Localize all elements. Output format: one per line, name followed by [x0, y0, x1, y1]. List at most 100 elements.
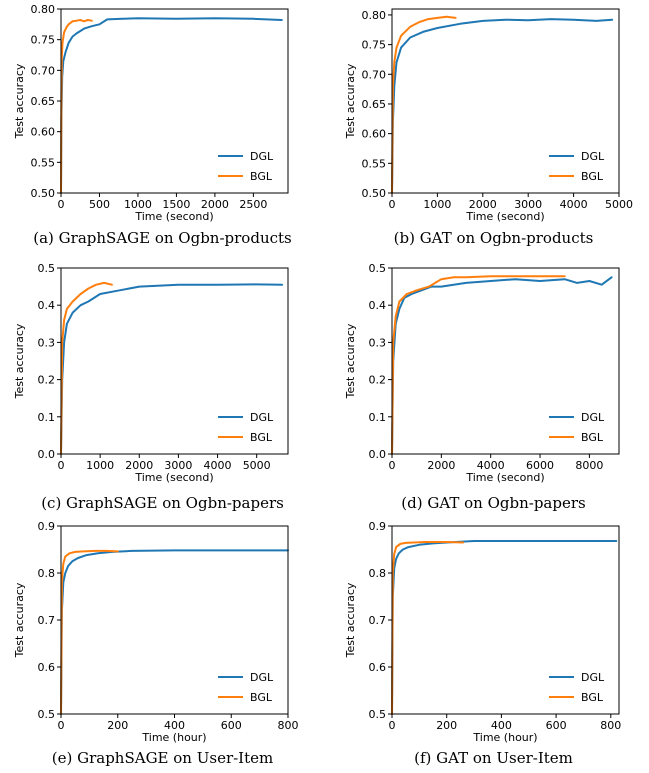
- legend-label-dgl: DGL: [250, 150, 274, 163]
- x-tick-label: 800: [600, 719, 621, 732]
- legend-label-dgl: DGL: [581, 150, 605, 163]
- legend-label-bgl: BGL: [250, 431, 273, 444]
- x-tick-label: 4000: [477, 459, 505, 472]
- x-tick-label: 2000: [201, 198, 229, 211]
- plot-frame: [391, 267, 620, 455]
- legend: DGL BGL: [218, 671, 274, 704]
- y-tick-label: 0.7: [38, 614, 56, 627]
- series-line-bgl: [391, 541, 465, 715]
- subfigure-caption: (e) GraphSAGE on User-Item: [52, 749, 273, 767]
- x-axis-label: Time (second): [465, 471, 544, 484]
- y-tick-label: 0.75: [31, 34, 56, 47]
- x-tick-label: 200: [436, 719, 457, 732]
- legend: DGL BGL: [218, 411, 274, 444]
- series-line-dgl: [391, 540, 618, 715]
- x-tick-label: 4000: [560, 198, 588, 211]
- legend-label-bgl: BGL: [581, 691, 604, 704]
- x-tick-label: 1000: [423, 198, 451, 211]
- y-tick-label: 0.5: [38, 262, 56, 275]
- y-tick-label: 0.3: [369, 336, 387, 349]
- series-line-dgl: [391, 18, 614, 194]
- x-tick-label: 1000: [124, 198, 152, 211]
- plot-frame: [391, 8, 620, 194]
- y-tick-label: 0.2: [38, 374, 56, 387]
- y-tick-label: 0.8: [369, 567, 387, 580]
- x-tick-label: 8000: [575, 459, 603, 472]
- y-tick-label: 0.1: [369, 411, 387, 424]
- legend-label-bgl: BGL: [250, 691, 273, 704]
- plot-frame: [60, 267, 289, 455]
- y-tick-label: 0.2: [369, 374, 387, 387]
- y-tick-label: 0.80: [362, 9, 387, 22]
- x-axis-label: Time (hour): [141, 731, 206, 744]
- x-tick-label: 2000: [469, 198, 497, 211]
- subfigure-caption: (d) GAT on Ogbn-papers: [401, 494, 585, 512]
- x-tick-label: 2000: [125, 459, 153, 472]
- x-tick-label: 0: [389, 719, 396, 732]
- x-tick-label: 800: [278, 719, 299, 732]
- legend-label-bgl: BGL: [581, 431, 604, 444]
- x-tick-label: 3000: [514, 198, 542, 211]
- y-tick-label: 0.60: [362, 128, 387, 141]
- series-line-dgl: [391, 276, 613, 455]
- legend-label-dgl: DGL: [581, 411, 605, 424]
- subfigure-caption: (f) GAT on User-Item: [414, 749, 573, 767]
- chart-panel: 0 200 400 600 800 0.5 0.6 0.7 0.8 0.9 Time (hour) T…: [13, 520, 299, 767]
- x-tick-label: 0: [389, 198, 396, 211]
- x-tick-label: 500: [89, 198, 110, 211]
- x-tick-label: 200: [107, 719, 128, 732]
- x-tick-label: 600: [546, 719, 567, 732]
- y-tick-label: 0.60: [31, 126, 56, 139]
- series-line-bgl: [60, 19, 93, 194]
- y-tick-label: 0.6: [38, 661, 56, 674]
- y-tick-label: 0.9: [369, 520, 387, 533]
- subfigure-caption: (b) GAT on Ogbn-products: [394, 229, 594, 247]
- x-tick-label: 2000: [427, 459, 455, 472]
- x-tick-label: 0: [58, 719, 65, 732]
- legend: DGL BGL: [549, 150, 605, 183]
- y-axis-label: Test accuracy: [344, 63, 357, 139]
- y-tick-label: 0.55: [31, 156, 56, 169]
- subfigure-caption: (c) GraphSAGE on Ogbn-papers: [41, 494, 284, 512]
- x-tick-label: 4000: [204, 459, 232, 472]
- y-tick-label: 0.9: [38, 520, 56, 533]
- legend-label-dgl: DGL: [250, 411, 274, 424]
- series-line-dgl: [60, 17, 283, 194]
- y-tick-label: 0.50: [362, 187, 387, 200]
- x-tick-label: 3000: [164, 459, 192, 472]
- x-tick-label: 5000: [243, 459, 271, 472]
- series-line-dgl: [60, 283, 284, 455]
- legend: DGL BGL: [549, 671, 605, 704]
- x-tick-label: 600: [221, 719, 242, 732]
- legend-label-dgl: DGL: [250, 671, 274, 684]
- series-line-bgl: [391, 275, 566, 455]
- x-tick-label: 6000: [526, 459, 554, 472]
- y-tick-label: 0.5: [369, 708, 387, 721]
- x-tick-label: 400: [164, 719, 185, 732]
- y-tick-label: 0.80: [31, 3, 56, 16]
- series-line-dgl: [60, 549, 289, 715]
- y-tick-label: 0.65: [31, 95, 56, 108]
- chart-panel: 0 1000 2000 3000 4000 5000 0.50 0.55 0.60 0.65 0.7…: [344, 8, 633, 247]
- y-axis-label: Test accuracy: [344, 323, 357, 399]
- x-tick-label: 0: [58, 198, 65, 211]
- legend: DGL BGL: [218, 150, 274, 183]
- legend-label-dgl: DGL: [581, 671, 605, 684]
- x-tick-label: 0: [389, 459, 396, 472]
- y-tick-label: 0.65: [362, 98, 387, 111]
- plot-frame: [391, 525, 620, 715]
- y-tick-label: 0.0: [369, 448, 387, 461]
- y-tick-label: 0.75: [362, 39, 387, 52]
- y-axis-label: Test accuracy: [13, 63, 26, 139]
- y-tick-label: 0.50: [31, 187, 56, 200]
- subfigure-caption: (a) GraphSAGE on Ogbn-products: [33, 229, 291, 247]
- y-tick-label: 0.5: [369, 262, 387, 275]
- x-tick-label: 1000: [86, 459, 114, 472]
- x-tick-label: 0: [58, 459, 65, 472]
- series-line-bgl: [391, 15, 457, 194]
- series-line-bgl: [60, 281, 113, 455]
- plot-frame: [60, 8, 289, 194]
- x-axis-label: Time (second): [134, 471, 213, 484]
- y-axis-label: Test accuracy: [344, 582, 357, 658]
